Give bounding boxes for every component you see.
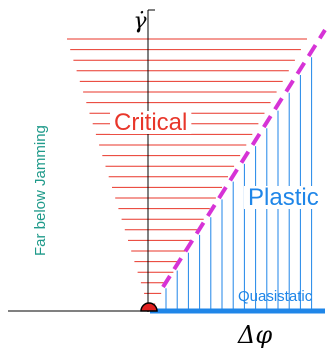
jamming-boundary-dashed [161, 28, 327, 289]
critical-label: Critical [114, 109, 187, 136]
plastic-region-lines [165, 57, 313, 309]
far-below-jamming-label: Far below Jamming [32, 125, 49, 256]
plastic-label-backing [244, 186, 323, 209]
y-axis-label: γ̇ [133, 9, 147, 34]
critical-region-lines [67, 38, 307, 305]
quasistatic-label: Quasistatic [238, 288, 313, 305]
critical-label-backing [110, 111, 192, 134]
origin-marker [140, 302, 158, 312]
plastic-label: Plastic [248, 184, 319, 211]
x-axis-label: Δφ [237, 321, 272, 349]
